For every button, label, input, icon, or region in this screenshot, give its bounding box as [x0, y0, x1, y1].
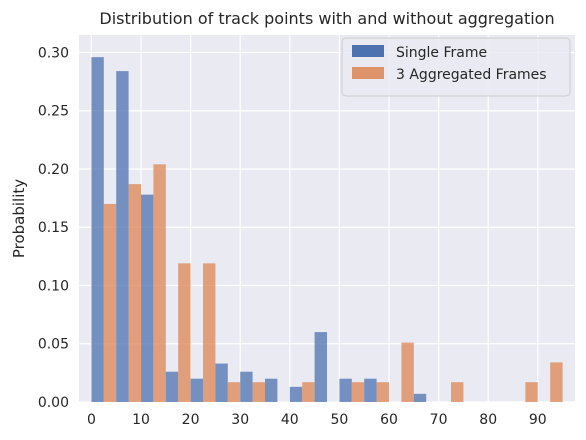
- legend-swatch-aggregated-frames: [352, 67, 384, 79]
- legend-swatch-single-frame: [352, 45, 384, 57]
- x-tick-label: 10: [132, 412, 150, 428]
- bar-single-frame: [91, 57, 104, 403]
- bar-single-frame: [116, 71, 129, 402]
- x-tick-label: 0: [87, 412, 96, 428]
- bar-aggregated-frames: [525, 382, 538, 402]
- bar-aggregated-frames: [401, 342, 414, 402]
- bar-single-frame: [190, 378, 203, 402]
- bar-aggregated-frames: [203, 263, 216, 402]
- bar-aggregated-frames: [376, 382, 389, 402]
- legend: Single Frame 3 Aggregated Frames: [341, 37, 571, 97]
- x-tick-label: 60: [380, 412, 398, 428]
- y-tick-label: 0.25: [38, 104, 69, 120]
- bars: [91, 57, 563, 403]
- y-tick-label: 0.20: [38, 162, 69, 178]
- x-tick-label: 30: [231, 412, 249, 428]
- y-tick-label: 0.00: [38, 395, 69, 411]
- bar-aggregated-frames: [128, 184, 141, 402]
- bar-single-frame: [165, 371, 179, 402]
- bar-single-frame: [413, 393, 427, 402]
- bar-single-frame: [339, 378, 352, 402]
- bar-aggregated-frames: [550, 362, 563, 402]
- bar-single-frame: [314, 332, 327, 402]
- bar-aggregated-frames: [302, 382, 315, 402]
- bar-single-frame: [265, 378, 278, 402]
- bar-single-frame: [141, 194, 154, 402]
- bar-aggregated-frames: [252, 382, 265, 402]
- legend-label-single-frame: Single Frame: [396, 45, 487, 61]
- bar-single-frame: [364, 378, 377, 402]
- chart-title: Distribution of track points with and wi…: [99, 9, 554, 28]
- x-tick-label: 90: [529, 412, 547, 428]
- bar-single-frame: [240, 371, 253, 402]
- x-tick-label: 70: [430, 412, 448, 428]
- bar-aggregated-frames: [103, 203, 117, 402]
- x-tick-label: 80: [479, 412, 497, 428]
- x-tick-label: 20: [182, 412, 200, 428]
- y-tick-label: 0.15: [38, 220, 69, 236]
- bar-aggregated-frames: [351, 382, 365, 402]
- y-tick-label: 0.10: [38, 278, 69, 294]
- bar-single-frame: [215, 363, 228, 402]
- axis-ticks: 0 10 20 30 40 50 60 70 80 90 0.00 0.05 0.10 0.15 0.20 0…: [38, 45, 547, 428]
- bar-aggregated-frames: [178, 263, 191, 402]
- y-tick-label: 0.05: [38, 337, 69, 353]
- y-tick-label: 0.30: [38, 45, 69, 61]
- bar-aggregated-frames: [451, 382, 464, 402]
- bar-aggregated-frames: [227, 382, 241, 402]
- legend-label-aggregated-frames: 3 Aggregated Frames: [396, 67, 547, 83]
- x-tick-label: 50: [330, 412, 348, 428]
- bar-single-frame: [289, 386, 303, 402]
- x-tick-label: 40: [281, 412, 299, 428]
- y-axis-label: Probability: [10, 179, 28, 258]
- bar-aggregated-frames: [153, 164, 166, 402]
- legend-box: [341, 37, 571, 97]
